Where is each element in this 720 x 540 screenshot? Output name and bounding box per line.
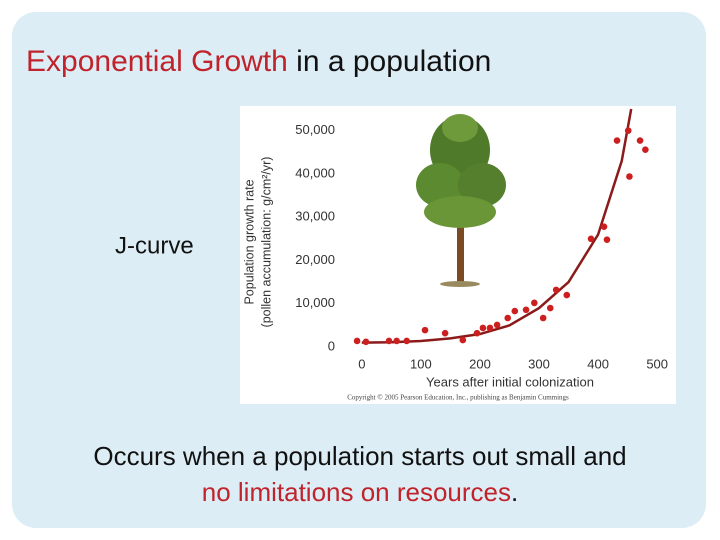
x-axis-label: Years after initial colonization	[426, 374, 594, 389]
copyright: Copyright © 2005 Pearson Education, Inc.…	[347, 394, 569, 402]
data-point	[546, 304, 554, 312]
tree-crown	[442, 114, 478, 142]
y-axis-label: (pollen accumulation: g/cm²/yr)	[259, 157, 273, 328]
body-line: Occurs when a population starts out smal…	[93, 441, 626, 471]
y-tick-label: 10,000	[295, 295, 335, 310]
x-tick-label: 0	[358, 356, 365, 371]
data-point	[603, 236, 611, 243]
y-axis-label: Population growth rate	[242, 179, 256, 304]
y-tick-label: 30,000	[295, 209, 335, 224]
x-tick-label: 400	[587, 356, 609, 371]
data-point	[613, 137, 621, 144]
tree-illustration	[416, 114, 506, 287]
y-tick-label: 20,000	[295, 252, 335, 267]
data-point	[479, 324, 487, 332]
data-point	[624, 127, 632, 134]
x-tick-label: 200	[469, 356, 491, 371]
data-point	[626, 173, 633, 180]
tree-trunk	[457, 225, 464, 285]
data-point	[600, 223, 608, 231]
data-point	[421, 326, 429, 334]
data-point	[353, 337, 361, 345]
data-point	[385, 337, 393, 345]
data-point	[486, 324, 494, 332]
data-point	[362, 338, 370, 346]
body-highlight: no limitations on resources	[202, 477, 511, 507]
data-point	[531, 299, 538, 307]
tree-crown	[416, 163, 464, 207]
y-tick-label: 0	[328, 338, 335, 353]
tree-ground	[440, 281, 480, 287]
x-tick-label: 100	[410, 356, 432, 371]
data-point	[642, 146, 649, 153]
slide-title: Exponential Growth in a population	[26, 45, 491, 78]
data-point	[636, 137, 644, 144]
tree-crown	[424, 196, 496, 228]
data-point	[459, 336, 467, 344]
y-tick-label: 50,000	[295, 122, 335, 137]
data-point	[511, 307, 519, 315]
data-point	[522, 306, 530, 314]
j-curve-label: J-curve	[115, 232, 194, 259]
data-point	[504, 314, 512, 322]
x-tick-label: 500	[646, 356, 668, 371]
data-point	[393, 337, 400, 345]
data-point	[403, 337, 411, 345]
tree-crown	[458, 163, 506, 207]
data-point	[441, 329, 449, 337]
data-point	[539, 314, 547, 322]
x-tick-label: 300	[528, 356, 550, 371]
title-rest: in a population	[288, 45, 492, 78]
y-tick-label: 40,000	[295, 165, 335, 180]
data-point	[473, 329, 481, 337]
data-point	[563, 291, 571, 299]
data-point	[493, 321, 501, 329]
body-end: .	[511, 477, 518, 507]
trend-line	[361, 108, 633, 344]
data-point	[552, 286, 560, 294]
title-highlight: Exponential Growth	[26, 45, 288, 78]
body-line: no limitations on resources.	[202, 477, 519, 507]
data-point	[587, 235, 595, 243]
